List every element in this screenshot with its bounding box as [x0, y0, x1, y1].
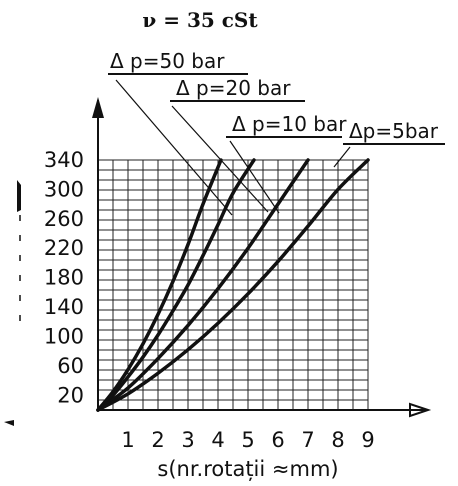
series-labels: Δ p=50 bar Δ p=20 bar Δ p=10 bar Δp=5bar: [108, 49, 445, 216]
series-label-3: Δ p=10 bar: [232, 112, 347, 136]
chart-axes: [4, 97, 432, 426]
x-axis-arrow: [409, 402, 432, 418]
y-tick-label: 60: [57, 354, 84, 378]
scan-mark: [4, 420, 14, 426]
y-tick-label: 220: [44, 236, 84, 260]
series-leader-line: [229, 140, 280, 214]
y-tick-label: 260: [44, 207, 84, 231]
y-tick-label: 340: [44, 148, 84, 172]
tick-labels: 1 2 3 4 5 6 7 8 9 20 60 100 140 180 220 260 300 340: [44, 148, 375, 452]
x-tick-label: 4: [211, 428, 224, 452]
x-tick-label: 3: [181, 428, 194, 452]
x-tick-label: 1: [121, 428, 134, 452]
y-tick-label: 140: [44, 295, 84, 319]
y-tick-label: 100: [44, 324, 84, 348]
scan-mark: [17, 180, 21, 212]
x-tick-label: 2: [151, 428, 164, 452]
chart-grid: [98, 159, 369, 410]
series-leader-line: [115, 79, 233, 216]
series-leader-line: [333, 146, 351, 168]
x-tick-label: 7: [301, 428, 314, 452]
series-line-4: [96, 158, 370, 412]
y-axis-arrow: [92, 97, 104, 118]
series-label-4: Δp=5bar: [349, 119, 439, 143]
series-line-2: [96, 158, 256, 412]
x-tick-label: 5: [241, 428, 254, 452]
x-tick-label: 8: [331, 428, 344, 452]
y-tick-label: 20: [57, 383, 84, 407]
x-axis-label: s(nr.rotații ≈mm): [157, 457, 338, 481]
y-tick-label: 300: [44, 177, 84, 201]
series-label-2: Δ p=20 bar: [176, 76, 291, 100]
series-leader-line: [171, 105, 269, 213]
x-tick-label: 9: [361, 428, 374, 452]
series-label-1: Δ p=50 bar: [110, 49, 225, 73]
y-tick-label: 180: [44, 266, 84, 290]
series-line-1: [96, 158, 223, 412]
chart-title: ν = 35 cSt: [142, 8, 258, 32]
x-tick-label: 6: [271, 428, 284, 452]
